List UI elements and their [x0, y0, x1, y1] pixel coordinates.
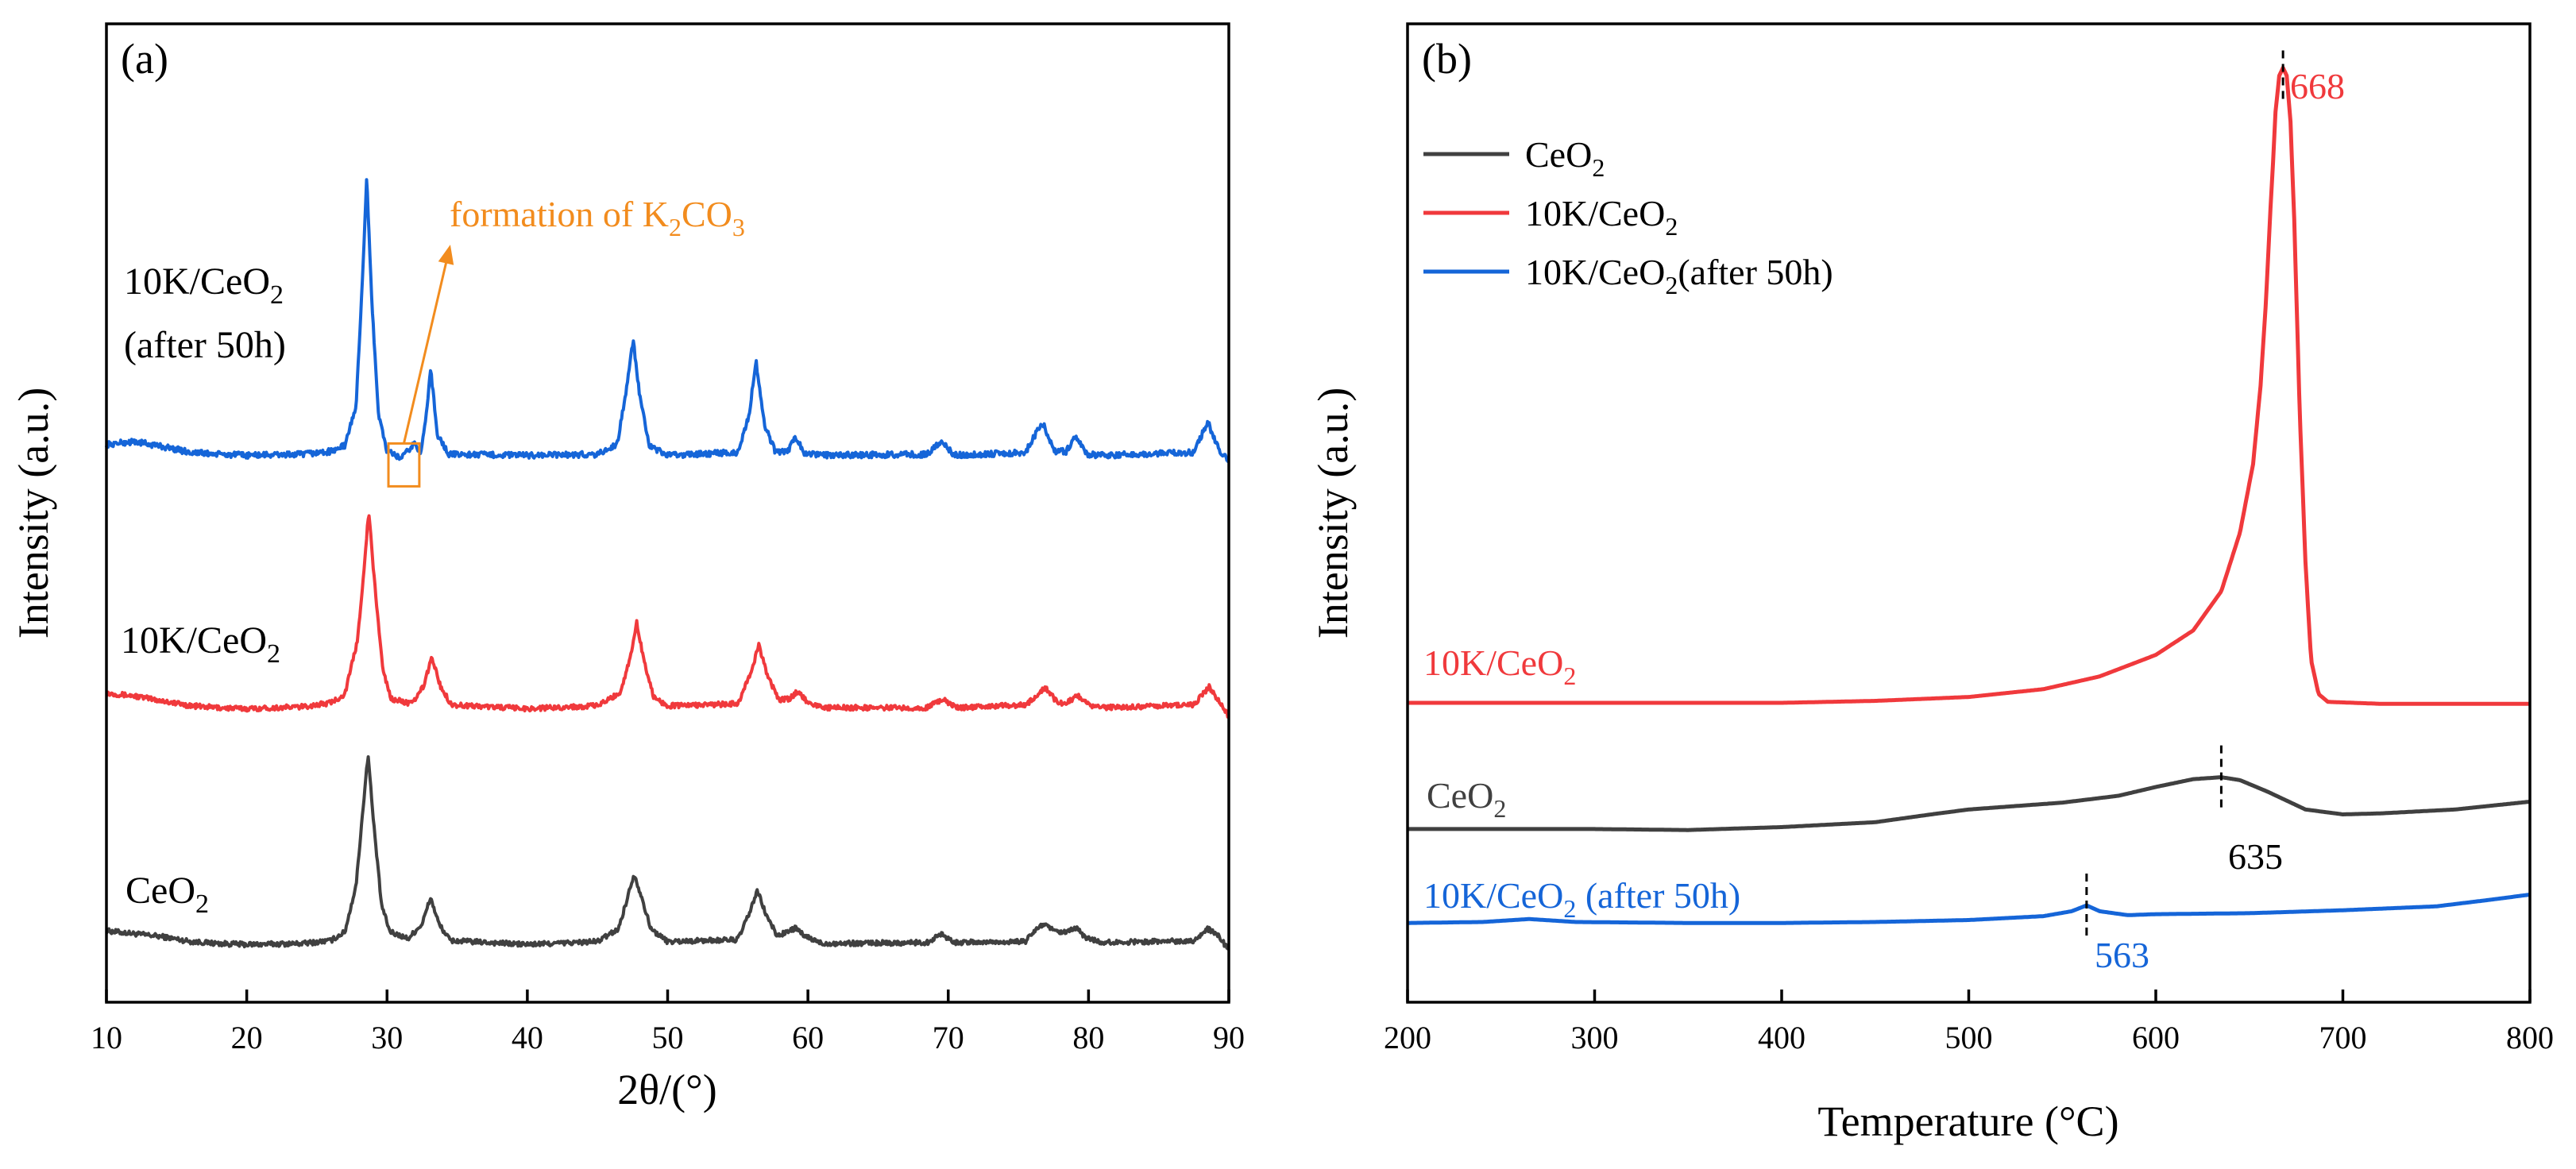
- panel-b-x-tick-label-800: 800: [2506, 1020, 2554, 1055]
- panel-a-x-tick-label-60: 60: [792, 1020, 824, 1055]
- panel-b-x-tick-label-700: 700: [2319, 1020, 2367, 1055]
- panel-a-x-tick-label-20: 20: [231, 1020, 263, 1055]
- panel-a-x-tick-label-10: 10: [91, 1020, 122, 1055]
- panel-a-x-tick-label-90: 90: [1213, 1020, 1245, 1055]
- panel-a-x-tick-label-50: 50: [652, 1020, 684, 1055]
- panel-b-x-tick-label-500: 500: [1945, 1020, 1993, 1055]
- panel-b-x-tick-label-400: 400: [1758, 1020, 1806, 1055]
- label-10k-ceo2-after50h: 10K/CeO2: [124, 260, 284, 310]
- panel-a-x-tick-label-80: 80: [1072, 1020, 1104, 1055]
- panel-a-series: [105, 178, 1230, 951]
- panel-a-x-ticks: 10 20 30 40 50 60 70 80 90: [91, 990, 1245, 1055]
- k2co3-arrowhead-icon: [438, 245, 454, 265]
- panel-a-frame: [105, 22, 1230, 1004]
- panel-b-plot: 200 300 400 500 600 700 800: [1384, 22, 2554, 1055]
- panel-a-series-10k-ceo2-after-50h-: [105, 178, 1230, 464]
- label-after-50h: (after 50h): [124, 324, 286, 366]
- label-ceo2: CeO2: [126, 870, 209, 919]
- panel-b: 200 300 400 500 600 700 800 (b) CeO2 10K/CeO2 …: [1309, 22, 2554, 1145]
- legend-label-after50h: 10K/CeO2(after 50h): [1525, 252, 1833, 299]
- panel-b-label: (b): [1422, 35, 1472, 83]
- panel-a-series-10k-ceo2: [106, 514, 1230, 719]
- panel-a: 10 20 30 40 50 60 70 80 90 (a) formation of K2CO…: [10, 22, 1245, 1113]
- panel-b-x-tick-label-300: 300: [1571, 1020, 1619, 1055]
- legend-label-10k-ceo2: 10K/CeO2: [1525, 193, 1678, 241]
- panel-a-label: (a): [121, 35, 168, 83]
- panel-a-x-axis-label: 2θ/(°): [617, 1066, 716, 1113]
- panel-b-series-ceo2: [1407, 775, 2531, 832]
- label-10k-ceo2: 10K/CeO2: [121, 619, 280, 669]
- panel-b-legend: CeO2 10K/CeO2 10K/CeO2(after 50h): [1423, 134, 1833, 299]
- panel-b-y-axis-label: Intensity (a.u.): [1309, 388, 1357, 639]
- peak-label-635: 635: [2228, 836, 2283, 877]
- panel-a-x-tick-label-40: 40: [512, 1020, 543, 1055]
- panel-b-x-tick-label-600: 600: [2132, 1020, 2180, 1055]
- panel-a-x-tick-label-30: 30: [371, 1020, 403, 1055]
- panel-a-y-axis-label: Intensity (a.u.): [10, 388, 57, 639]
- panel-a-plot: 10 20 30 40 50 60 70 80 90: [91, 22, 1245, 1055]
- panel-a-series-ceo2: [105, 755, 1230, 951]
- panel-b-peak-markers: [2085, 50, 2284, 941]
- panel-b-series-10k-ceo2: [1407, 65, 2531, 706]
- panel-b-frame: [1406, 22, 2532, 1004]
- peak-label-668: 668: [2290, 66, 2345, 106]
- panel-b-series: [1407, 65, 2531, 925]
- k2co3-annotation-arrow: [402, 247, 451, 444]
- k2co3-highlight-box: [387, 442, 421, 488]
- tpd-label-after50h: 10K/CeO2 (after 50h): [1423, 875, 1740, 923]
- panel-b-x-axis-label: Temperature (°C): [1817, 1098, 2118, 1145]
- tpd-label-10k-ceo2: 10K/CeO2: [1423, 642, 1576, 690]
- legend-label-ceo2: CeO2: [1525, 134, 1605, 182]
- panel-b-series-10k-ceo2-after-50h-: [1407, 893, 2531, 925]
- panel-a-x-tick-label-70: 70: [933, 1020, 964, 1055]
- k2co3-annotation-text: formation of K2CO3: [450, 194, 745, 241]
- peak-label-563: 563: [2095, 935, 2149, 975]
- panel-b-x-tick-label-200: 200: [1384, 1020, 1431, 1055]
- panel-b-x-ticks: 200 300 400 500 600 700 800: [1384, 990, 2554, 1055]
- tpd-label-ceo2: CeO2: [1427, 775, 1506, 823]
